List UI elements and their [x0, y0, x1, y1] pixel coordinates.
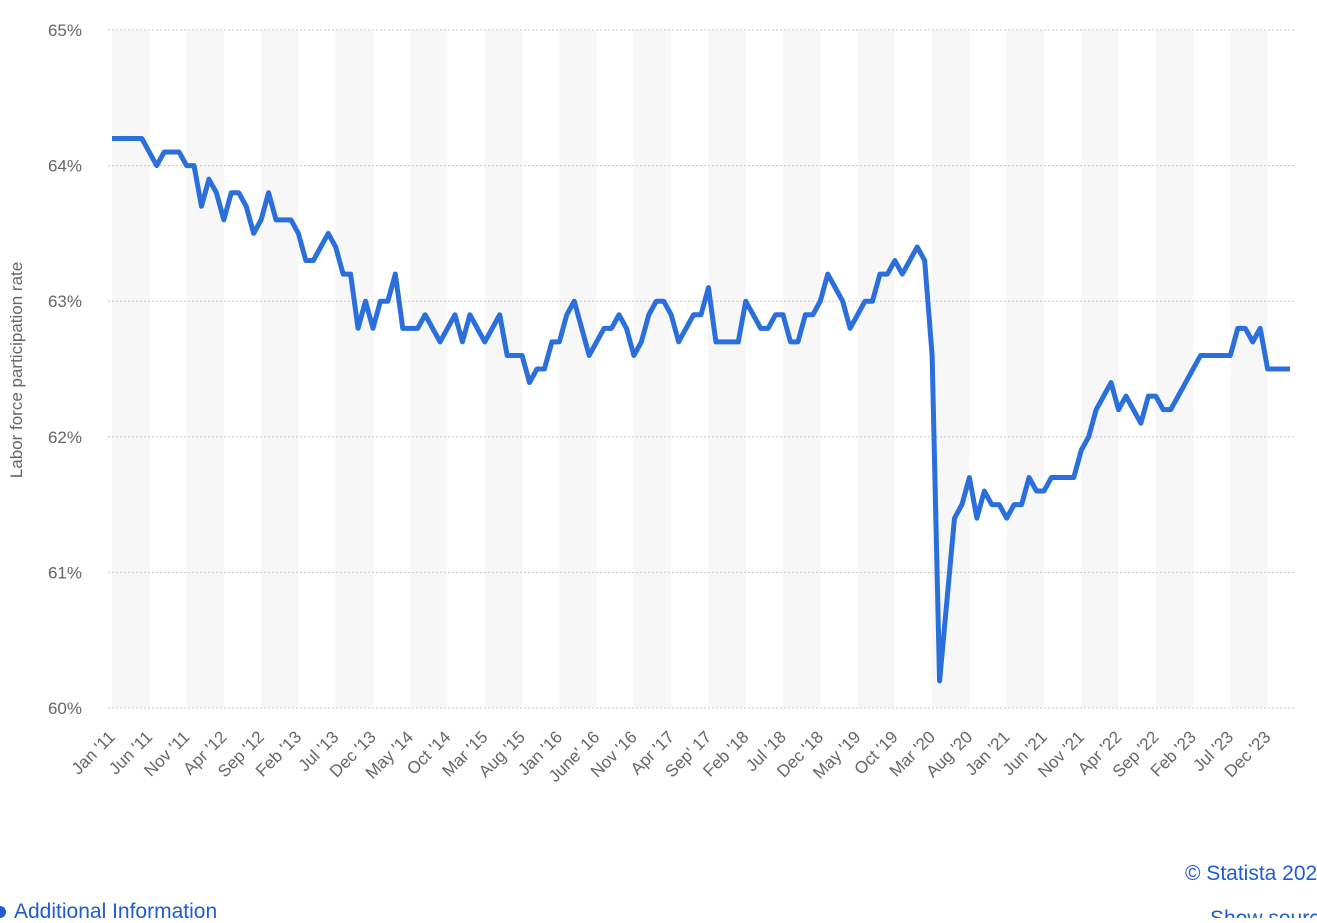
band	[559, 30, 597, 708]
band	[857, 30, 895, 708]
band	[186, 30, 224, 708]
band	[335, 30, 373, 708]
band	[1006, 30, 1044, 708]
credit[interactable]: © Statista 2024	[1185, 862, 1317, 885]
band	[1230, 30, 1268, 708]
band	[783, 30, 821, 708]
y-tick-label: 62%	[48, 428, 82, 447]
bands	[112, 30, 1268, 708]
band	[1081, 30, 1119, 708]
band	[1155, 30, 1194, 708]
y-axis-label: Labor force participation rate	[7, 262, 26, 478]
band	[708, 30, 746, 708]
band	[410, 30, 448, 708]
band	[484, 30, 523, 708]
y-tick-label: 65%	[48, 21, 82, 40]
y-tick-label: 63%	[48, 292, 82, 311]
additional-info[interactable]: Additional Information	[14, 900, 217, 923]
show-source[interactable]: Show source	[1210, 907, 1317, 923]
band	[261, 30, 299, 708]
band	[633, 30, 672, 708]
y-tick-label: 64%	[48, 157, 82, 176]
data-line	[112, 135, 1290, 684]
y-tick-label: 61%	[48, 563, 82, 582]
y-tick-label: 60%	[48, 699, 82, 718]
band	[112, 30, 150, 708]
info-icon[interactable]	[0, 906, 6, 918]
